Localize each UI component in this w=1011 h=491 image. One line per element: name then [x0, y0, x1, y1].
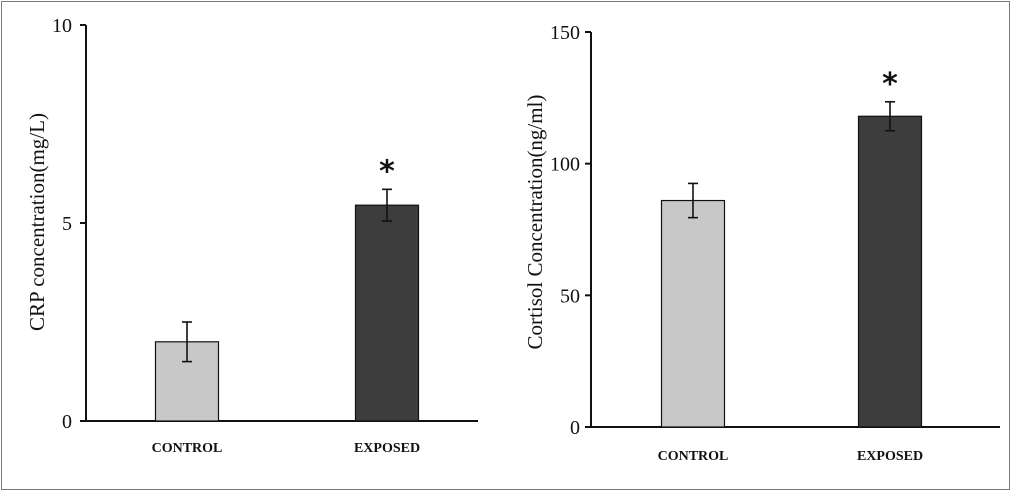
- y-axis-label: CRP concentration(mg/L): [25, 113, 49, 331]
- y-axis-label: Cortisol Concentration(ng/ml): [523, 95, 547, 350]
- crp-chart: 0 5 10 CRP concentration(mg/L) CONTROL EXPOSE…: [25, 15, 478, 456]
- category-label: CONTROL: [152, 441, 223, 456]
- y-tick-label: 0: [62, 411, 72, 433]
- category-label: CONTROL: [658, 449, 729, 464]
- significance-marker: *: [379, 154, 395, 189]
- bar-control: [660, 199, 726, 428]
- bar-exposed: [857, 115, 923, 428]
- y-tick-label: 150: [550, 22, 580, 44]
- y-tick-label: 5: [62, 213, 72, 235]
- significance-marker: *: [882, 67, 898, 102]
- y-tick-label: 10: [52, 15, 72, 37]
- y-tick-label: 50: [560, 285, 580, 307]
- bar-exposed: [354, 204, 420, 422]
- bar-control: [154, 341, 220, 422]
- y-tick-label: 0: [570, 417, 580, 439]
- category-label: EXPOSED: [857, 449, 923, 464]
- category-label: EXPOSED: [354, 441, 420, 456]
- cortisol-chart: 0 50 100 150 Cortisol Concentration(ng/ml) CO…: [523, 22, 1000, 464]
- y-tick-label: 100: [550, 154, 580, 176]
